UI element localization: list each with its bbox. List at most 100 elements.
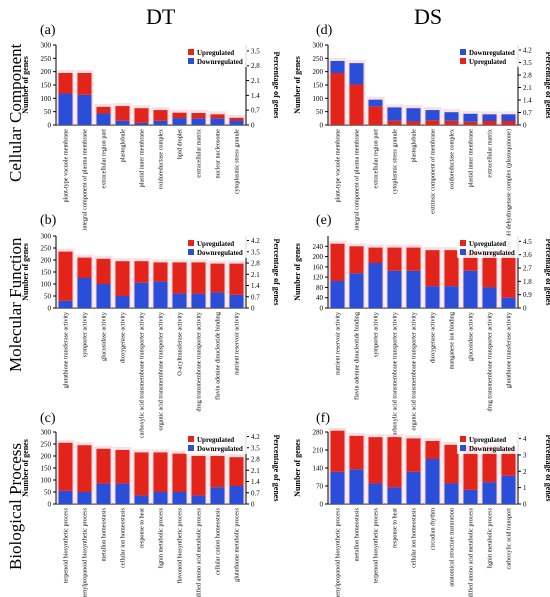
category-label-e-4: organic acid transmembrane transporter a… [411, 311, 418, 430]
y-tick-label-a-4: 200 [41, 68, 52, 76]
bar-e-2-downregulated [368, 263, 383, 308]
bar-a-8-upregulated [210, 114, 225, 119]
bar-d-0-upregulated [330, 73, 345, 125]
y2-tick-label-a-0: 0 [251, 122, 255, 130]
bar-c-0-downregulated [58, 490, 73, 504]
category-label-b-0: glutathione transferase activity [63, 311, 70, 388]
category-label-b-3: dioxygenase activity [120, 311, 127, 363]
category-label-f-2: terpenoid biosynthetic process [373, 507, 380, 583]
category-label-c-3: cellular ion homeostasis [120, 507, 127, 567]
y2-axis-label-f: Percentage of genes [544, 435, 550, 502]
y2-axis-label-c: Percentage of genes [272, 435, 281, 502]
legend-swatch-b-0 [188, 240, 194, 246]
y-tick-label-b-5: 250 [41, 245, 52, 253]
category-label-f-0: phenylpropanoid biosynthetic process [335, 507, 342, 597]
y-axis-label-f: Number of genes [293, 439, 302, 497]
y-tick-label-c-4: 200 [41, 453, 52, 461]
y-tick-label-d-0: 0 [320, 122, 324, 130]
bar-e-1-downregulated [349, 273, 364, 308]
bar-e-9-downregulated [501, 297, 516, 308]
bar-a-9-upregulated [229, 117, 244, 121]
category-label-a-2: extracellular region part [101, 129, 108, 189]
y2-tick-label-b-0: 0 [251, 305, 255, 313]
panel-label-e: (e) [316, 213, 332, 228]
y2-tick-label-a-1: 0.7 [251, 107, 260, 115]
y2-axis-label-a: Percentage of genes [272, 52, 281, 119]
bar-a-7-upregulated [191, 113, 206, 119]
category-label-a-4: plastid inner membrane [139, 129, 146, 188]
bar-f-6-downregulated [444, 483, 459, 504]
column-title-ds: DS [414, 4, 443, 29]
bar-d-3-downregulated [387, 107, 402, 121]
category-label-c-5: lignin metabolic process [158, 507, 165, 568]
bar-a-3-downregulated [115, 120, 130, 125]
y-tick-label-c-2: 100 [41, 477, 52, 485]
category-label-b-4: carboxylic acid transmembrane transporte… [139, 311, 146, 438]
bar-f-9-downregulated [501, 475, 516, 504]
y2-tick-label-e-0: 0 [523, 305, 527, 313]
y2-tick-label-e-1: 0.9 [523, 291, 532, 299]
bar-c-2-upregulated [96, 448, 111, 484]
bar-a-4-downregulated [134, 122, 149, 125]
bar-a-1-downregulated [77, 94, 92, 125]
legend-swatch-b-1 [188, 249, 194, 255]
y2-tick-label-f-0: 0 [523, 501, 527, 509]
category-label-c-7: cellular modified amino acid metabolic p… [196, 507, 203, 597]
legend-swatch-c-0 [188, 436, 194, 442]
legend-swatch-d-1 [460, 58, 466, 64]
bar-b-2-downregulated [96, 284, 111, 308]
category-label-b-9: nutrient reservoir activity [234, 311, 241, 375]
bar-d-1-downregulated [349, 63, 364, 85]
panel-label-c: (c) [40, 411, 56, 426]
y-tick-label-b-2: 100 [41, 281, 52, 289]
y-tick-label-d-4: 200 [313, 68, 324, 76]
legend-box-b [185, 236, 247, 258]
bar-b-8-upregulated [210, 263, 225, 293]
legend-label-a-1: Downregulated [197, 58, 243, 66]
category-label-b-1: symporter activity [82, 311, 89, 357]
bar-f-9-upregulated [501, 447, 516, 476]
legend-box-d [457, 45, 519, 67]
y2-tick-label-d-3: 2.1 [523, 84, 532, 92]
bar-d-4-downregulated [406, 108, 421, 122]
bar-e-3-downregulated [387, 270, 402, 308]
legend-box-a [185, 45, 247, 67]
category-label-a-5: oxidoreductase complex [158, 128, 165, 189]
y-tick-label-a-0: 0 [48, 122, 52, 130]
y-tick-label-e-1: 40 [316, 294, 324, 302]
y-tick-label-c-6: 300 [41, 429, 52, 437]
bar-e-7-downregulated [463, 270, 478, 308]
bar-b-8-downregulated [210, 292, 225, 308]
bar-c-8-downregulated [210, 487, 225, 504]
y2-tick-label-a-2: 1.4 [251, 92, 260, 100]
bar-e-1-upregulated [349, 246, 364, 274]
bar-f-0-upregulated [330, 430, 345, 472]
category-label-f-9: carboxylic acid transport [506, 508, 513, 570]
bar-a-4-upregulated [134, 108, 149, 123]
bar-c-6-upregulated [172, 453, 187, 492]
bar-c-5-downregulated [153, 492, 168, 504]
legend-swatch-a-0 [188, 49, 194, 55]
bar-e-3-upregulated [387, 247, 402, 271]
y2-tick-label-e-3: 2.7 [523, 265, 532, 273]
bar-b-6-upregulated [172, 262, 187, 294]
bar-d-9-downregulated [501, 114, 516, 121]
bar-a-1-upregulated [77, 73, 92, 95]
category-label-c-4: response to heat [139, 508, 146, 548]
category-label-e-1: flavin adenine dinucleotide binding [354, 312, 361, 400]
bar-d-2-downregulated [368, 99, 383, 107]
y2-tick-label-e-5: 4.5 [523, 238, 532, 246]
bar-a-0-downregulated [58, 93, 73, 125]
category-label-d-0: plant-type vacuole membrane [335, 129, 342, 203]
category-label-d-9: NAD(P)H dehydrogenase complex (plastoqui… [506, 129, 513, 256]
y-tick-label-c-0: 0 [48, 501, 52, 509]
category-label-f-8: lignin metabolic process [487, 507, 494, 568]
y2-axis-label-d: Percentage of genes [544, 52, 550, 119]
bar-e-8-downregulated [482, 287, 497, 308]
bar-e-5-downregulated [425, 286, 440, 308]
category-label-b-5: organic acid transmembrane transporter a… [158, 311, 165, 430]
category-label-e-3: carboxylic acid transmembrane transporte… [392, 311, 399, 438]
bar-f-8-upregulated [482, 446, 497, 483]
y-tick-label-f-3: 210 [313, 447, 324, 455]
bar-c-8-upregulated [210, 456, 225, 488]
